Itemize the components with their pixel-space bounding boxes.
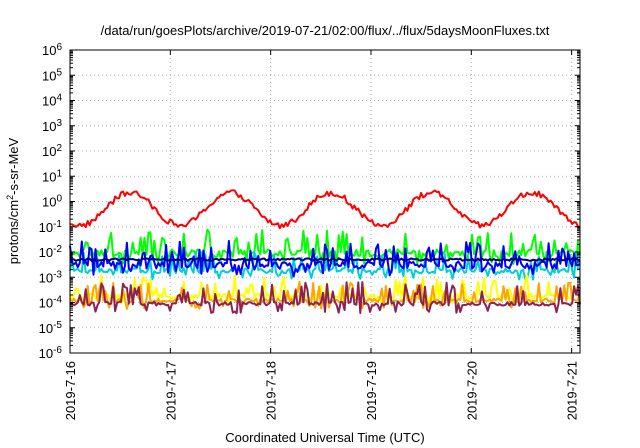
x-axis-label: Coordinated Universal Time (UTC) (225, 430, 424, 445)
y-axis: 10-6 10-5 10-4 10-3 10-2 10-1 100 101 102 103 104 1… (39, 42, 580, 362)
series-layer (69, 189, 581, 315)
chart-title: /data/run/goesPlots/archive/2019-07-21/0… (101, 23, 550, 38)
y-tick-label: 101 (42, 168, 62, 185)
x-tick-label: 2019-7-19 (364, 361, 379, 420)
series-line (69, 189, 580, 230)
x-tick-label: 2019-7-21 (565, 361, 580, 420)
series-line (69, 228, 581, 266)
y-tick-label: 10-2 (39, 244, 63, 261)
y-axis-label-suffix: -s-sr-MeV (6, 137, 21, 194)
y-tick-label: 106 (42, 42, 62, 59)
series-line (69, 281, 581, 315)
x-tick-label: 2019-7-16 (63, 361, 78, 420)
y-tick-label: 10-1 (39, 218, 63, 235)
y-tick-label: 105 (42, 67, 62, 84)
series-line (69, 239, 581, 278)
series-line (69, 257, 581, 262)
series-line (69, 251, 581, 281)
x-tick-label: 2019-7-20 (464, 361, 479, 420)
y-tick-label: 10-4 (39, 294, 63, 311)
y-tick-label: 102 (42, 143, 62, 160)
y-tick-label: 10-5 (39, 319, 63, 336)
y-tick-label: 104 (42, 92, 62, 109)
x-axis: 2019-7-16 2019-7-17 2019-7-18 2019-7-19 2019… (63, 50, 580, 420)
plot-frame (69, 49, 581, 354)
y-tick-label: 10-3 (39, 269, 63, 286)
y-tick-label: 10-6 (39, 345, 63, 362)
y-axis-label-sup: 2 (5, 195, 15, 200)
y-axis-label-prefix: protons/cm (6, 200, 21, 264)
y-tick-label: 100 (42, 193, 62, 210)
y-tick-label: 103 (42, 117, 62, 134)
x-tick-label: 2019-7-18 (264, 361, 279, 420)
y-axis-label: protons/cm2-s-sr-MeV (5, 137, 21, 264)
x-tick-label: 2019-7-17 (163, 361, 178, 420)
